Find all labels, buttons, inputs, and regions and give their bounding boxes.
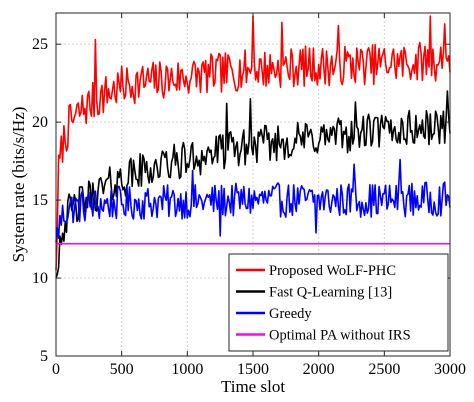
y-tick-label: 10 [32,270,48,287]
x-tick-label: 1000 [171,361,203,378]
y-axis-title: System rate (bits/s/Hz) [9,107,28,263]
series-line-3 [55,158,451,243]
x-tick-label: 3000 [434,361,466,378]
legend-label: Proposed WoLF-PHC [269,263,396,279]
x-tick-label: 0 [52,361,60,378]
series-line-2 [55,90,451,279]
tick-labels: 0 500 1000 1500 2000 2500 3000 5 10 15 20 25 [32,36,466,378]
x-axis-title: Time slot [221,377,285,396]
x-tick-label: 2000 [303,361,335,378]
legend: Proposed WoLF-PHC Fast Q-Learning [13] Gre… [228,253,449,352]
y-tick-label: 5 [40,348,48,365]
x-tick-label: 500 [110,361,134,378]
x-tick-label: 2500 [368,361,400,378]
legend-label: Fast Q-Learning [13] [269,285,392,301]
axis-ticks [55,13,451,357]
legend-box [228,253,449,352]
legend-label: Greedy [269,306,312,322]
y-tick-label: 15 [32,192,48,209]
legend-label: Optimal PA without IRS [269,328,411,344]
legend-entries: Proposed WoLF-PHC Fast Q-Learning [13] Gre… [236,263,411,344]
x-tick-label: 1500 [237,361,269,378]
y-tick-label: 20 [32,114,48,131]
y-tick-label: 25 [32,36,48,53]
